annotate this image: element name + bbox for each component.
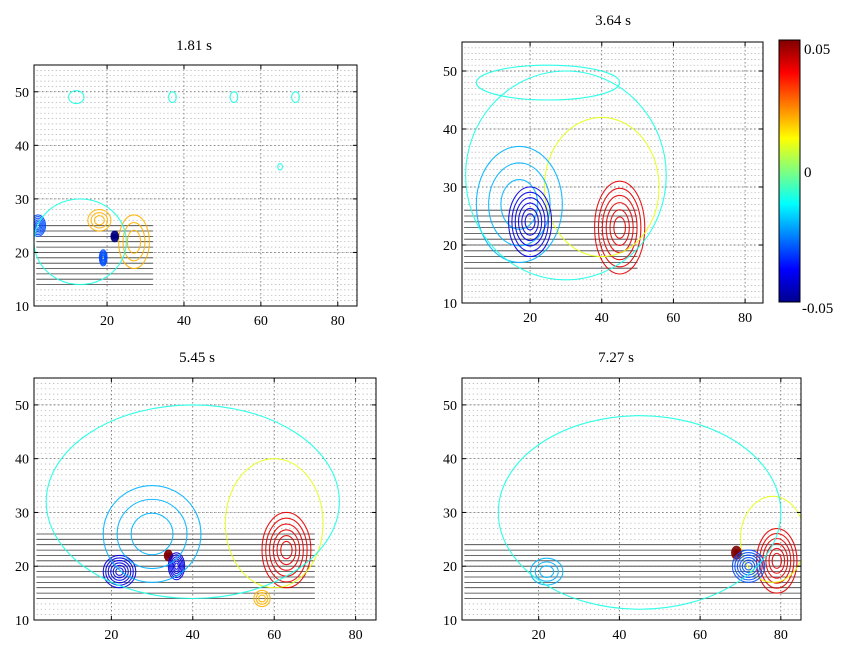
contour <box>34 214 47 237</box>
contour <box>224 458 324 589</box>
colorbar-tick-label: -0.05 <box>802 301 833 317</box>
x-tick-label: 20 <box>523 311 537 326</box>
contour <box>68 90 85 105</box>
x-tick-label: 20 <box>100 314 114 329</box>
x-tick-label: 60 <box>267 628 281 643</box>
contour <box>475 64 621 101</box>
contour <box>167 552 186 581</box>
vector-field <box>36 65 357 306</box>
y-tick-label: 20 <box>443 560 457 575</box>
y-tick-label: 10 <box>15 614 29 629</box>
y-tick-label: 10 <box>443 614 457 629</box>
x-tick-label: 60 <box>254 314 268 329</box>
axes-frame <box>33 64 358 307</box>
contour <box>508 186 553 258</box>
contour <box>497 415 782 610</box>
plot-content <box>462 378 801 620</box>
y-tick-label: 40 <box>15 139 29 154</box>
x-tick-label: 80 <box>349 628 363 643</box>
colorbar-tick-label: 0.05 <box>804 42 830 58</box>
contour <box>465 70 667 281</box>
contour <box>261 511 312 589</box>
y-tick-label: 50 <box>15 86 29 101</box>
vector-field <box>36 378 376 620</box>
x-tick-label: 40 <box>595 311 609 326</box>
x-tick-label: 40 <box>186 628 200 643</box>
y-tick-label: 40 <box>443 123 457 138</box>
panel-title: 7.27 s <box>598 350 634 366</box>
y-tick-label: 40 <box>15 453 29 468</box>
y-tick-label: 50 <box>443 399 457 414</box>
x-tick-label: 40 <box>177 314 191 329</box>
y-tick-label: 30 <box>443 506 457 521</box>
y-tick-label: 10 <box>15 300 29 315</box>
panel-title: 1.81 s <box>176 38 212 54</box>
contour <box>45 404 340 600</box>
colorbar-gradient <box>778 39 801 303</box>
contour <box>110 230 120 243</box>
contour <box>543 116 660 258</box>
contour <box>291 91 300 104</box>
contour <box>229 91 239 104</box>
contour <box>87 209 112 232</box>
axes-frame <box>461 377 802 621</box>
contour <box>163 549 173 562</box>
contour <box>253 589 271 608</box>
panel-title: 5.45 s <box>179 350 215 366</box>
strong-vectors <box>464 544 801 599</box>
plot-area <box>462 42 763 303</box>
y-tick-label: 30 <box>443 181 457 196</box>
weak-vectors <box>36 65 357 306</box>
panel-2: 3.64 s 20 40 60 80 10 20 30 40 50 <box>443 13 764 326</box>
axes-frame <box>461 41 764 304</box>
plot-content <box>34 378 376 620</box>
panel-title: 3.64 s <box>595 13 631 29</box>
y-tick-label: 40 <box>443 453 457 468</box>
x-tick-label: 20 <box>532 628 546 643</box>
y-tick-label: 50 <box>15 399 29 414</box>
panel-4: 7.27 s 20 40 60 80 10 20 30 40 50 <box>443 350 802 643</box>
strong-vectors <box>36 533 315 599</box>
contour <box>118 214 150 270</box>
x-tick-label: 60 <box>693 628 707 643</box>
weak-vectors <box>464 378 801 620</box>
weak-vectors <box>36 378 376 620</box>
y-tick-label: 10 <box>443 297 457 312</box>
x-tick-label: 60 <box>666 311 680 326</box>
panel-1: 1.81 s 20 40 60 80 10 20 30 40 50 <box>15 38 358 329</box>
contour <box>594 180 646 275</box>
axes-frame <box>33 377 377 621</box>
plot-area <box>462 378 801 620</box>
panel-3: 5.45 s 20 40 60 80 10 20 30 40 50 <box>15 350 377 643</box>
y-tick-label: 30 <box>15 193 29 208</box>
contour <box>168 91 177 104</box>
y-tick-label: 30 <box>15 506 29 521</box>
contour <box>739 495 801 583</box>
plot-area <box>34 65 357 306</box>
colorbar: 0.05 0 -0.05 <box>778 39 833 317</box>
plot-area <box>34 378 376 620</box>
y-tick-label: 20 <box>15 246 29 261</box>
x-tick-label: 80 <box>738 311 752 326</box>
x-tick-label: 40 <box>612 628 626 643</box>
y-tick-label: 50 <box>443 65 457 80</box>
x-tick-label: 20 <box>104 628 118 643</box>
plot-content <box>34 65 357 306</box>
contour <box>277 162 283 171</box>
y-tick-label: 20 <box>443 239 457 254</box>
contour <box>102 485 202 583</box>
x-tick-label: 80 <box>774 628 788 643</box>
contour <box>756 528 798 594</box>
y-tick-label: 20 <box>15 560 29 575</box>
colorbar-tick-label: 0 <box>804 165 812 181</box>
plot-content <box>462 42 763 303</box>
vector-field <box>464 378 801 620</box>
contour <box>98 249 108 267</box>
x-tick-label: 80 <box>331 314 345 329</box>
